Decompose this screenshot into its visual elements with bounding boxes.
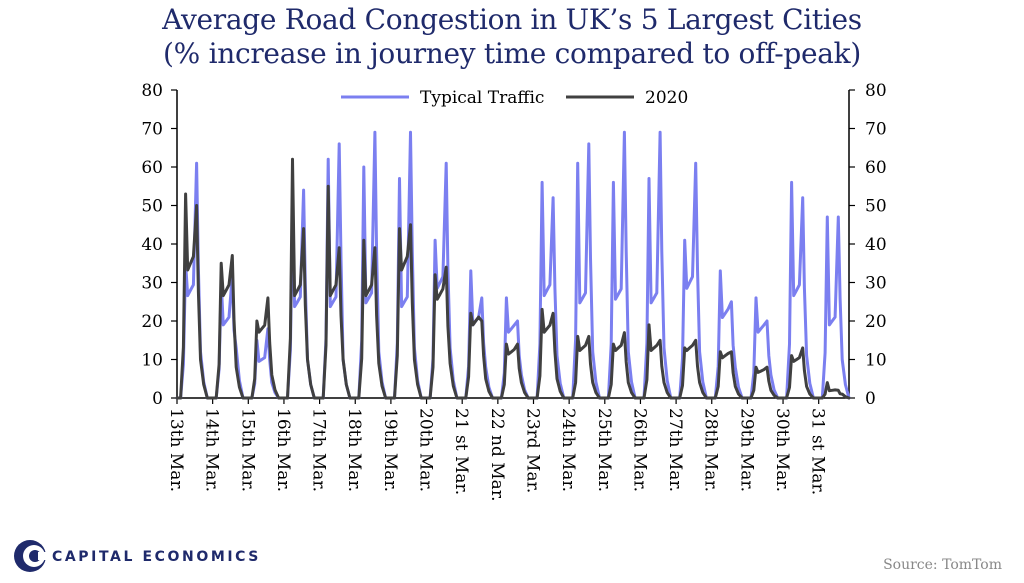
x-tick-label: 18th Mar. (344, 408, 364, 492)
y-tick-label-right: 80 (865, 81, 887, 101)
x-tick-label: 23rd Mar. (522, 408, 542, 493)
y-tick-label-left: 30 (141, 274, 163, 294)
y-tick-label-right: 60 (865, 158, 887, 178)
x-tick-label: 17th Mar. (309, 408, 329, 492)
y-tick-label-right: 0 (865, 389, 876, 409)
x-tick-label: 19th Mar. (380, 408, 400, 492)
y-tick-label-right: 50 (865, 197, 887, 217)
x-tick-label: 30th Mar. (772, 408, 792, 492)
x-tick-label: 14th Mar. (202, 408, 222, 492)
x-tick-label: 26th Mar. (629, 408, 649, 492)
chart-title-line1: Average Road Congestion in UK’s 5 Larges… (162, 3, 862, 36)
y-tick-label-right: 20 (865, 312, 887, 332)
chart-title-line2: (% increase in journey time compared to … (163, 37, 861, 70)
y-tick-label-left: 60 (141, 158, 163, 178)
x-tick-label: 16th Mar. (273, 408, 293, 492)
y-tick-label-left: 70 (141, 120, 163, 140)
y-tick-label-left: 0 (152, 389, 163, 409)
x-tick-label: 24th Mar. (558, 408, 578, 492)
y-tick-label-right: 30 (865, 274, 887, 294)
logo-text: CAPITAL ECONOMICS (52, 549, 261, 565)
chart-legend: Typical Traffic 2020 (341, 88, 688, 108)
x-tick-label: 27th Mar. (665, 408, 685, 492)
series-line-typical-traffic (175, 130, 851, 400)
y-tick-label-left: 20 (141, 312, 163, 332)
series-line-2020 (175, 157, 851, 400)
legend-label-2020: 2020 (645, 88, 688, 108)
chart-series (175, 130, 851, 400)
y-tick-label-right: 40 (865, 235, 887, 255)
y-tick-label-left: 40 (141, 235, 163, 255)
legend-label-typical-traffic: Typical Traffic (420, 88, 544, 108)
x-tick-label: 21 st Mar. (451, 408, 471, 495)
y-tick-label-left: 10 (141, 351, 163, 371)
x-tick-label: 28th Mar. (701, 408, 721, 492)
y-tick-label-left: 50 (141, 197, 163, 217)
x-tick-label: 13th Mar. (166, 408, 186, 492)
x-tick-label: 29th Mar. (736, 408, 756, 492)
x-tick-label: 22 nd Mar. (487, 408, 507, 501)
y-tick-label-left: 80 (141, 81, 163, 101)
x-tick-label: 20th Mar. (416, 408, 436, 492)
x-tick-label: 25th Mar. (594, 408, 614, 492)
y-tick-label-right: 70 (865, 120, 887, 140)
x-tick-label: 15th Mar. (237, 408, 257, 492)
source-note: Source: TomTom (883, 557, 1002, 573)
y-tick-label-right: 10 (865, 351, 887, 371)
capital-economics-logo-icon (14, 540, 48, 572)
x-tick-label: 31 st Mar. (808, 408, 828, 495)
